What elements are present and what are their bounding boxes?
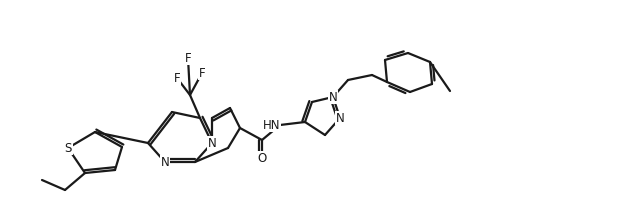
Text: HN: HN — [262, 119, 280, 132]
Text: S: S — [64, 141, 71, 154]
Text: O: O — [257, 152, 267, 165]
Text: N: N — [329, 90, 338, 103]
Text: F: F — [198, 66, 205, 79]
Text: N: N — [161, 156, 169, 169]
Text: F: F — [184, 51, 191, 64]
Text: N: N — [207, 136, 216, 150]
Text: F: F — [174, 72, 181, 84]
Text: N: N — [336, 112, 345, 125]
